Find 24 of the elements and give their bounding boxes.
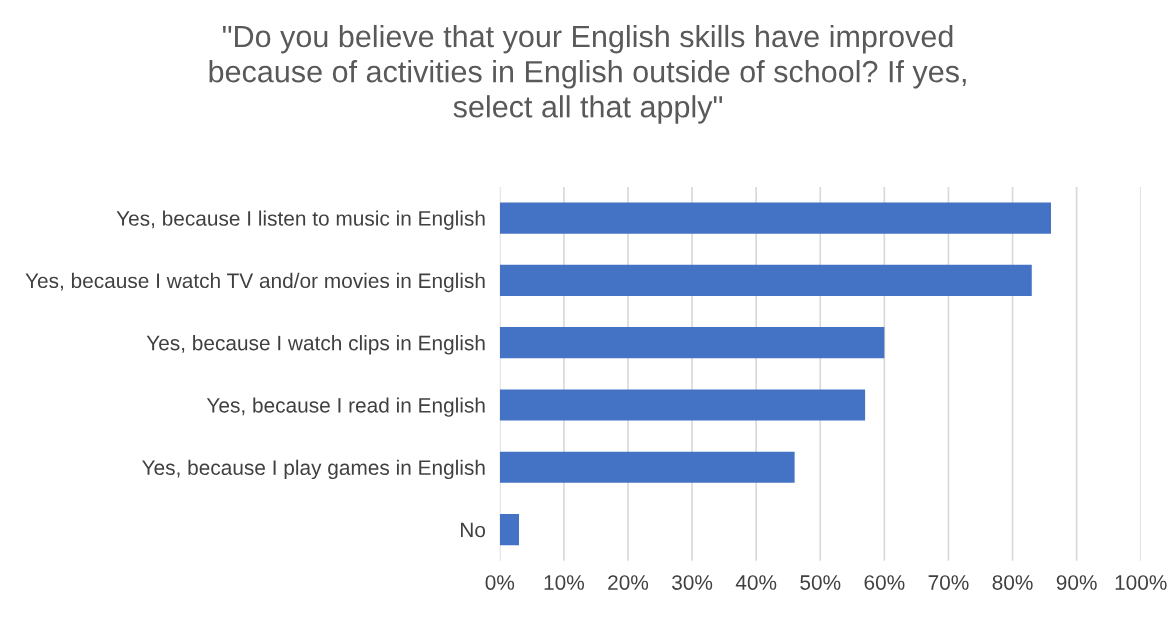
x-tick-label: 90%: [1056, 575, 1097, 590]
x-tick-label: 60%: [864, 575, 905, 590]
x-tick-label: 80%: [992, 575, 1033, 590]
x-tick-label: 30%: [672, 575, 713, 590]
y-tick-label: Yes, because I play games in English: [142, 459, 485, 480]
y-tick-label: Yes, because I watch clips in English: [146, 335, 485, 355]
bar: [499, 264, 1032, 296]
x-tick-label: 0%: [485, 575, 515, 590]
bar: [499, 451, 795, 483]
x-tick-label: 70%: [928, 575, 969, 590]
x-tick-label: 20%: [608, 575, 649, 590]
y-tick-label: Yes, because I read in English: [206, 397, 485, 417]
bar: [499, 327, 885, 359]
bar: [499, 202, 1051, 234]
chart-title: "Do you believe that your English skills have improved because of activities in English outside of school? If yes, select all that apply": [209, 24, 966, 124]
x-tick-label: 40%: [735, 575, 777, 590]
x-tick-label: 10%: [544, 575, 584, 590]
y-tick-label: Yes, because I listen to music in English: [116, 210, 485, 230]
x-tick-label: 100%: [1115, 575, 1167, 590]
y-tick-label: Yes, because I watch TV and/or movies in English: [25, 272, 485, 293]
bar: [499, 513, 520, 546]
bar: [499, 389, 866, 421]
x-tick-label: 50%: [800, 575, 841, 590]
y-tick-label: No: [460, 522, 486, 538]
